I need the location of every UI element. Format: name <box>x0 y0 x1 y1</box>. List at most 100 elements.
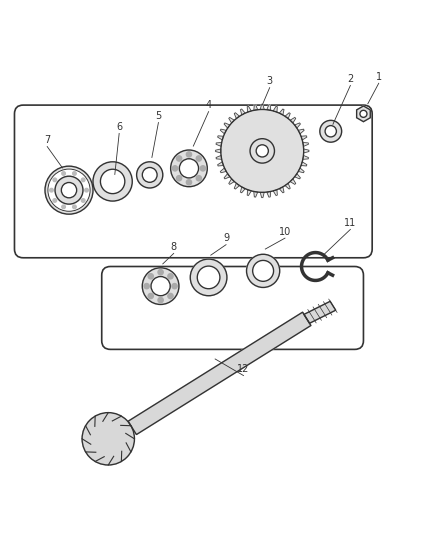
Circle shape <box>72 205 76 208</box>
Circle shape <box>53 178 57 182</box>
Polygon shape <box>215 142 221 147</box>
Circle shape <box>144 284 149 289</box>
Polygon shape <box>220 168 226 173</box>
Circle shape <box>45 166 93 214</box>
Text: 5: 5 <box>155 111 161 121</box>
Polygon shape <box>266 191 270 197</box>
Polygon shape <box>302 142 308 147</box>
Circle shape <box>220 109 303 192</box>
Text: 8: 8 <box>170 242 177 252</box>
Text: 2: 2 <box>346 74 353 84</box>
Text: 4: 4 <box>205 100 211 110</box>
Circle shape <box>136 162 162 188</box>
Polygon shape <box>253 191 257 197</box>
Text: 10: 10 <box>278 227 290 237</box>
Text: 11: 11 <box>343 218 356 228</box>
Circle shape <box>200 166 205 171</box>
Polygon shape <box>128 312 310 434</box>
Polygon shape <box>303 301 335 324</box>
Circle shape <box>179 159 198 178</box>
Polygon shape <box>217 136 223 140</box>
Circle shape <box>158 270 163 275</box>
Circle shape <box>176 156 181 161</box>
Text: 7: 7 <box>44 135 50 145</box>
Circle shape <box>151 277 170 296</box>
Circle shape <box>172 284 177 289</box>
Polygon shape <box>228 179 234 184</box>
Polygon shape <box>215 156 221 159</box>
Circle shape <box>176 175 181 181</box>
Circle shape <box>197 266 219 289</box>
Circle shape <box>53 199 57 202</box>
Polygon shape <box>223 174 230 179</box>
Circle shape <box>252 261 273 281</box>
Circle shape <box>324 126 336 137</box>
Circle shape <box>55 176 83 204</box>
Polygon shape <box>279 187 283 193</box>
Circle shape <box>81 178 85 182</box>
Circle shape <box>48 169 90 211</box>
Circle shape <box>100 169 124 193</box>
Polygon shape <box>300 136 306 140</box>
Circle shape <box>148 293 153 298</box>
Polygon shape <box>266 104 270 110</box>
Polygon shape <box>247 106 251 112</box>
Polygon shape <box>220 129 226 134</box>
Circle shape <box>170 150 207 187</box>
Circle shape <box>196 175 201 181</box>
Polygon shape <box>294 174 300 179</box>
Polygon shape <box>297 129 304 134</box>
Circle shape <box>250 139 274 163</box>
Text: 3: 3 <box>266 76 272 86</box>
Circle shape <box>82 413 134 465</box>
Circle shape <box>246 254 279 287</box>
Circle shape <box>142 268 179 304</box>
Polygon shape <box>217 162 223 166</box>
Circle shape <box>62 172 65 175</box>
Circle shape <box>72 172 76 175</box>
Polygon shape <box>228 117 234 123</box>
Circle shape <box>62 205 65 208</box>
Circle shape <box>148 273 153 279</box>
Circle shape <box>49 188 53 192</box>
Circle shape <box>142 167 157 182</box>
Polygon shape <box>356 106 369 122</box>
Circle shape <box>190 259 226 296</box>
Circle shape <box>186 152 191 157</box>
Polygon shape <box>253 104 257 110</box>
Polygon shape <box>284 113 290 118</box>
Polygon shape <box>300 162 306 166</box>
Polygon shape <box>279 109 283 115</box>
Text: 9: 9 <box>223 233 229 243</box>
Polygon shape <box>294 123 300 128</box>
Polygon shape <box>297 168 304 173</box>
Polygon shape <box>240 109 245 115</box>
Circle shape <box>319 120 341 142</box>
Polygon shape <box>290 117 295 123</box>
Polygon shape <box>272 190 277 196</box>
Text: 6: 6 <box>116 122 122 132</box>
Polygon shape <box>234 113 239 118</box>
Polygon shape <box>234 183 239 189</box>
Polygon shape <box>260 104 264 109</box>
Circle shape <box>167 273 173 279</box>
Circle shape <box>85 188 88 192</box>
Polygon shape <box>247 190 251 196</box>
Text: 12: 12 <box>237 364 249 374</box>
Polygon shape <box>240 187 245 193</box>
Text: 1: 1 <box>375 72 381 82</box>
Polygon shape <box>272 106 277 112</box>
Polygon shape <box>223 123 230 128</box>
Circle shape <box>186 180 191 185</box>
Polygon shape <box>284 183 290 189</box>
Circle shape <box>158 297 163 303</box>
Polygon shape <box>302 156 308 159</box>
Circle shape <box>359 110 366 117</box>
Polygon shape <box>215 149 220 153</box>
Circle shape <box>167 293 173 298</box>
Circle shape <box>196 156 201 161</box>
Circle shape <box>172 166 177 171</box>
Polygon shape <box>290 179 295 184</box>
Circle shape <box>255 145 268 157</box>
Polygon shape <box>303 149 308 153</box>
